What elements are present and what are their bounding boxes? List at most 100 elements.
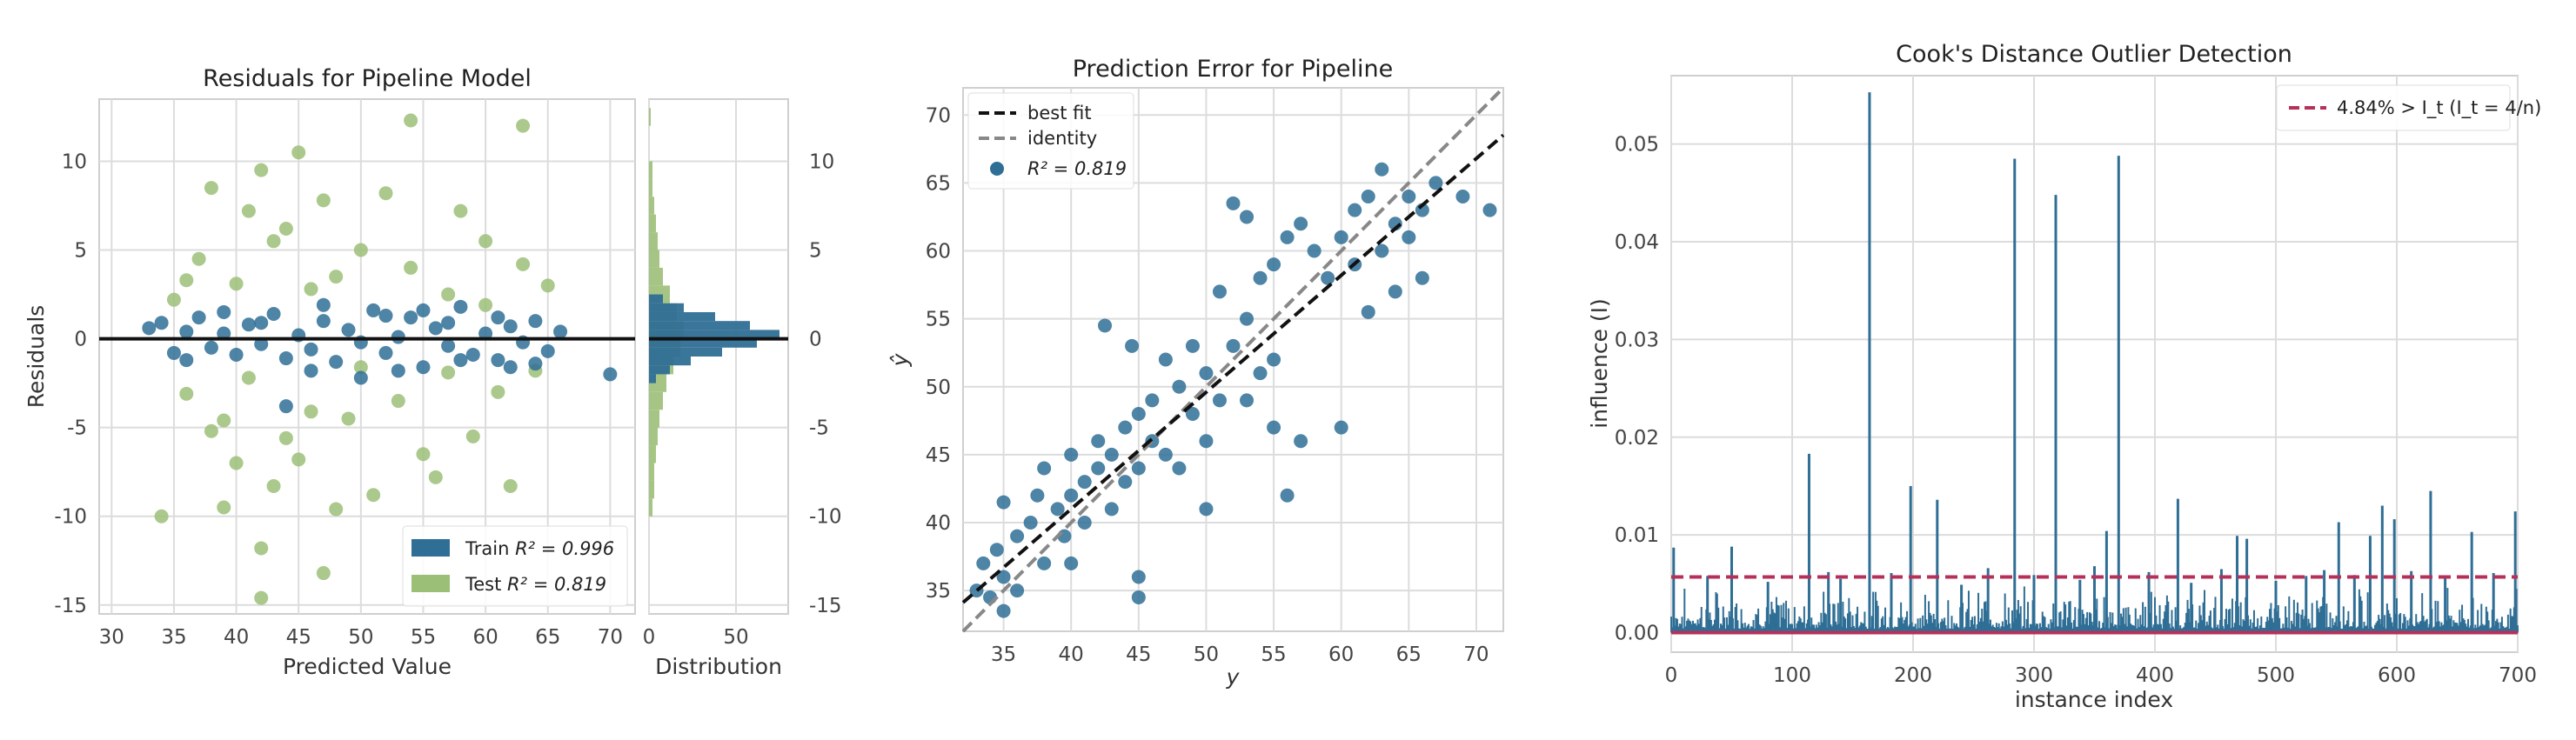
prediction-point xyxy=(1172,379,1187,394)
residuals-legend: Train R² = 0.996 Test R² = 0.819 xyxy=(402,525,628,607)
test-residual-point xyxy=(254,541,269,556)
cooks-x-ticks: 0 100 200 300 400 500 600 700 xyxy=(1665,664,2537,687)
distribution-x-tick-label: 0 xyxy=(643,626,656,649)
legend-best-fit-label: best fit xyxy=(1027,103,1092,123)
prediction-y-tick-label: 55 xyxy=(926,309,951,331)
test-residual-point xyxy=(491,384,505,399)
residuals-y-tick-label: 5 xyxy=(74,240,87,263)
test-histogram-bar xyxy=(649,108,651,126)
prediction-point xyxy=(1185,338,1200,353)
prediction-point xyxy=(1267,257,1281,272)
test-residual-point xyxy=(478,234,493,249)
test-residual-point xyxy=(516,257,531,271)
test-histogram-bar xyxy=(649,480,654,499)
train-histogram-bar xyxy=(649,357,691,366)
test-residual-point xyxy=(204,181,218,196)
prediction-point xyxy=(1240,393,1255,408)
train-residual-point xyxy=(553,324,568,339)
test-histogram-bar xyxy=(649,232,658,250)
train-residual-point xyxy=(465,347,480,362)
prediction-x-tick-label: 55 xyxy=(1261,643,1286,666)
train-residual-point xyxy=(266,307,281,322)
prediction-point xyxy=(1050,502,1065,517)
prediction-point xyxy=(1199,434,1214,449)
prediction-point xyxy=(1294,434,1308,449)
test-residual-point xyxy=(503,479,518,494)
cooks-y-tick-label: 0.01 xyxy=(1615,524,1659,547)
train-residual-point xyxy=(378,309,393,323)
train-residual-point xyxy=(217,326,231,341)
prediction-point xyxy=(1125,338,1140,353)
prediction-point xyxy=(989,543,1004,557)
prediction-point xyxy=(996,603,1011,618)
cooks-title: Cook's Distance Outlier Detection xyxy=(1896,41,2292,68)
test-residual-point xyxy=(304,282,318,297)
cooks-x-tick-label: 100 xyxy=(1773,664,1811,687)
prediction-error-panel: 35 40 45 50 55 60 65 70 35 40 45 50 55 60 65 70 Predic… xyxy=(887,56,1505,690)
prediction-point xyxy=(1023,516,1038,530)
prediction-point xyxy=(1226,196,1241,210)
prediction-point xyxy=(1334,230,1348,244)
legend-threshold-label: 4.84% > I_t (I_t = 4/n) xyxy=(2337,97,2541,119)
train-residual-point xyxy=(416,303,431,317)
prediction-point xyxy=(1064,556,1079,570)
prediction-point xyxy=(1240,311,1255,326)
train-residual-point xyxy=(404,310,418,325)
prediction-y-tick-label: 40 xyxy=(926,512,951,535)
prediction-legend-box xyxy=(967,92,1134,190)
train-residual-point xyxy=(179,324,194,339)
prediction-point xyxy=(1375,162,1389,177)
cooks-plot-area xyxy=(1670,75,2519,653)
distribution-right-tick-label: 0 xyxy=(809,329,822,351)
test-residual-point xyxy=(254,163,269,177)
train-residual-point xyxy=(391,363,405,378)
prediction-x-tick-label: 50 xyxy=(1194,643,1219,666)
residuals-x-tick-label: 35 xyxy=(161,626,186,649)
prediction-point xyxy=(1104,502,1119,517)
train-residual-point xyxy=(241,317,256,332)
cooks-x-tick-label: 600 xyxy=(2378,664,2416,687)
train-residual-point xyxy=(254,316,269,330)
prediction-x-tick-label: 40 xyxy=(1059,643,1084,666)
train-residual-point xyxy=(478,326,493,341)
residuals-x-tick-label: 70 xyxy=(598,626,623,649)
prediction-point xyxy=(1280,230,1295,244)
prediction-point xyxy=(1064,447,1079,462)
legend-train-swatch xyxy=(411,539,450,557)
prediction-point xyxy=(1064,488,1079,503)
test-residual-point xyxy=(391,394,405,409)
test-residual-point xyxy=(453,203,468,218)
test-residual-point xyxy=(304,404,318,419)
train-histogram-bar xyxy=(649,294,663,303)
train-residual-point xyxy=(441,316,456,330)
cooks-x-tick-label: 500 xyxy=(2257,664,2295,687)
train-residual-point xyxy=(304,342,318,357)
best-fit-line xyxy=(961,133,1505,604)
train-residual-point xyxy=(316,297,331,312)
train-residual-point xyxy=(278,351,293,366)
cooks-x-tick-label: 300 xyxy=(2015,664,2053,687)
cooks-y-tick-label: 0.03 xyxy=(1615,329,1659,351)
test-histogram-bar xyxy=(649,391,663,410)
cooks-distance-panel: 0 100 200 300 400 500 600 700 0.000.010.020.030… xyxy=(1587,41,2541,712)
prediction-point xyxy=(1091,461,1106,476)
prediction-y-tick-label: 70 xyxy=(926,104,951,127)
test-histogram-bar xyxy=(649,267,663,286)
prediction-point xyxy=(1030,488,1045,503)
test-histogram-bar xyxy=(649,427,658,446)
prediction-x-tick-label: 45 xyxy=(1126,643,1151,666)
prediction-title: Prediction Error for Pipeline xyxy=(1073,56,1393,83)
prediction-points xyxy=(969,162,1497,618)
train-residual-point xyxy=(254,337,269,351)
train-residual-point xyxy=(540,343,555,358)
prediction-point xyxy=(1131,570,1146,584)
residuals-x-tick-label: 45 xyxy=(286,626,311,649)
train-residual-point xyxy=(603,367,618,382)
prediction-point xyxy=(1010,529,1025,543)
test-residual-point xyxy=(229,456,244,470)
train-residual-point xyxy=(391,330,405,344)
prediction-point xyxy=(1455,190,1470,203)
test-residual-point xyxy=(316,193,331,208)
prediction-point xyxy=(1091,434,1106,449)
prediction-point xyxy=(1118,420,1133,435)
